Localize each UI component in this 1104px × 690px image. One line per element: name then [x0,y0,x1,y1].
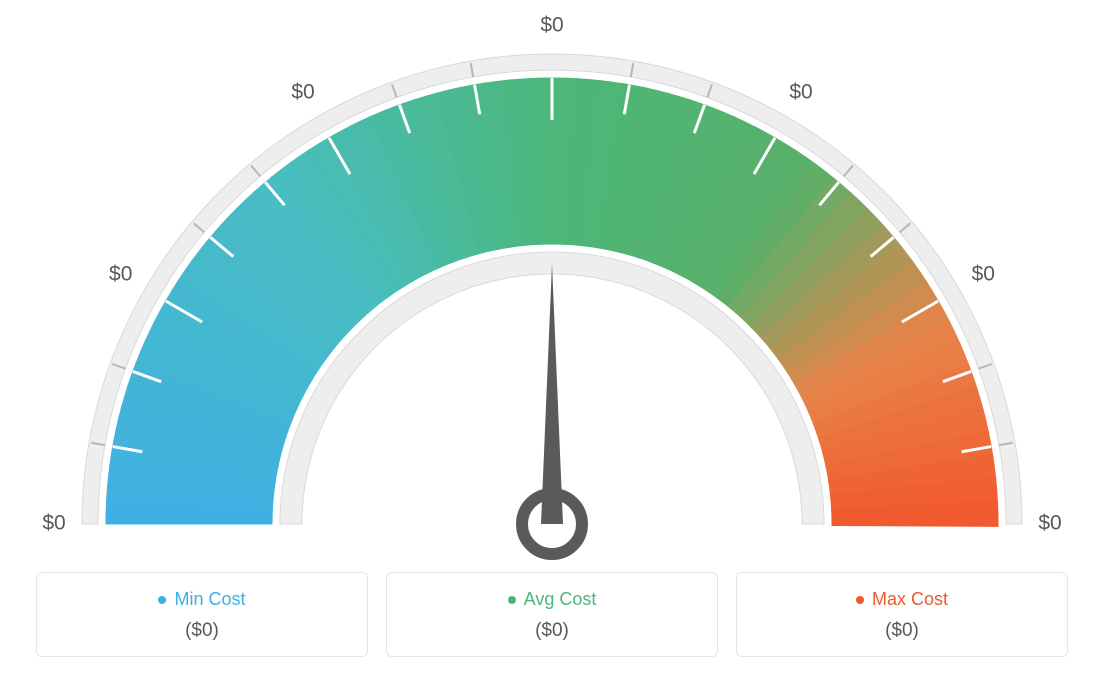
legend-title-max-text: Max Cost [872,589,948,610]
svg-text:$0: $0 [540,14,563,37]
legend-card-max: Max Cost ($0) [736,572,1068,657]
legend-value-min: ($0) [47,620,357,642]
legend-title-min: Min Cost [158,589,245,610]
svg-text:$0: $0 [789,80,812,103]
legend-dot-avg [508,596,516,604]
svg-text:$0: $0 [1038,512,1061,535]
legend-title-max: Max Cost [856,589,948,610]
legend-title-min-text: Min Cost [174,589,245,610]
legend-card-min: Min Cost ($0) [36,572,368,657]
svg-text:$0: $0 [109,263,132,286]
svg-text:$0: $0 [42,512,65,535]
svg-text:$0: $0 [972,263,995,286]
legend-value-avg: ($0) [397,620,707,642]
legend-title-avg-text: Avg Cost [524,589,597,610]
gauge-svg: $0 $0 $0 $0 $0 $0 $0 [0,0,1104,560]
legend-value-max: ($0) [747,620,1057,642]
svg-text:$0: $0 [291,80,314,103]
legend-dot-min [158,596,166,604]
cost-gauge: $0 $0 $0 $0 $0 $0 $0 [0,0,1104,560]
legend-row: Min Cost ($0) Avg Cost ($0) Max Cost ($0… [36,572,1068,657]
legend-dot-max [856,596,864,604]
legend-title-avg: Avg Cost [508,589,597,610]
legend-card-avg: Avg Cost ($0) [386,572,718,657]
